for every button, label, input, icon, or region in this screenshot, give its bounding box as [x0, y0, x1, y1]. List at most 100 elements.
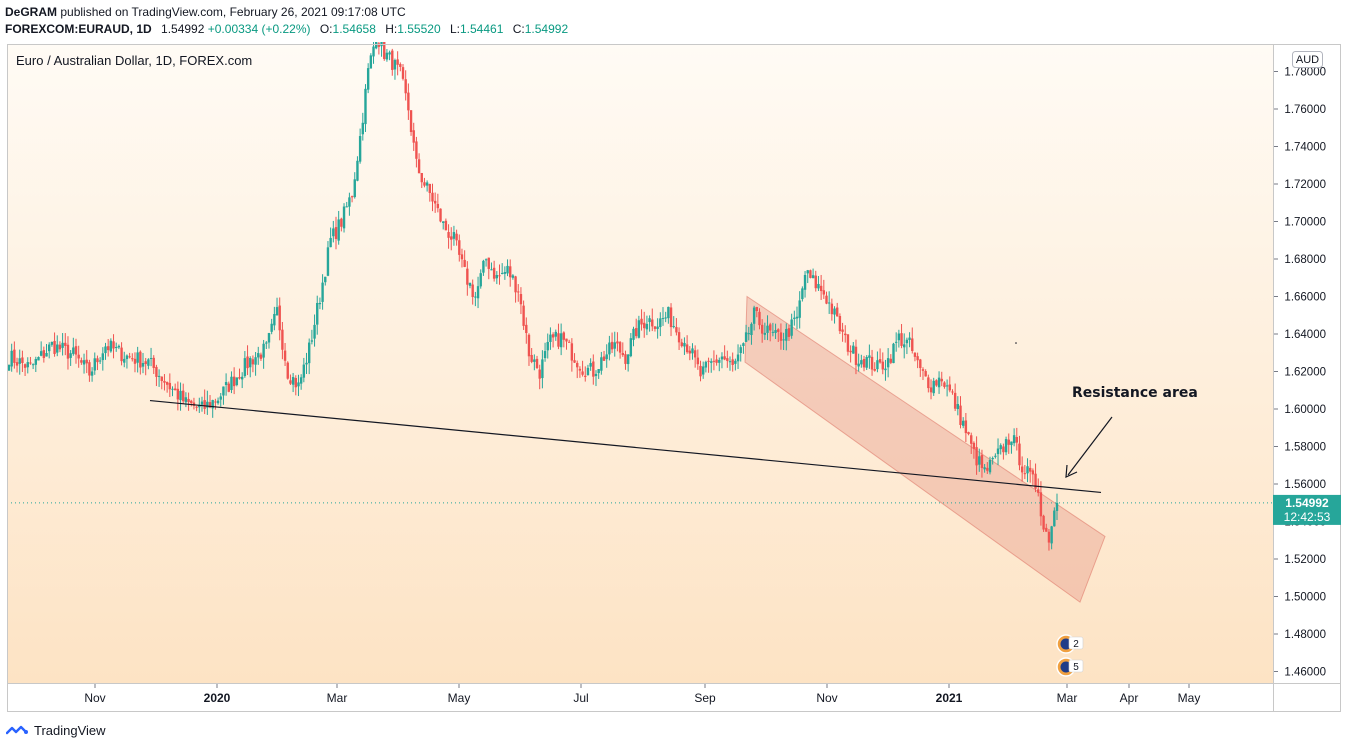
annotation-text[interactable]: Resistance area — [1072, 385, 1198, 401]
candle-down — [870, 349, 874, 376]
candle-body — [774, 330, 777, 333]
candle-body — [21, 357, 24, 363]
candle-down — [165, 381, 169, 393]
candle-body — [340, 218, 343, 227]
symbol-label[interactable]: FOREXCOM:EURAUD, 1D — [5, 22, 152, 36]
candle-body — [785, 328, 788, 341]
candle-body — [458, 240, 461, 255]
candle-body — [61, 342, 64, 348]
candle-up — [1010, 441, 1013, 454]
candle-body — [302, 364, 306, 378]
candle-body — [498, 275, 501, 277]
candle-body — [747, 333, 750, 335]
candle-up — [249, 356, 252, 378]
candle-body — [643, 322, 646, 329]
candle-up — [852, 341, 855, 354]
tradingview-logo[interactable]: TradingView — [6, 723, 106, 738]
candle-body — [251, 359, 255, 365]
candle-up — [594, 370, 598, 387]
candle-up — [254, 352, 257, 376]
candle-up — [897, 329, 901, 348]
candle-body — [433, 200, 437, 204]
candle-body — [836, 307, 839, 317]
low-value: 1.54461 — [460, 22, 504, 36]
candle-up — [656, 318, 659, 339]
candle-up — [222, 386, 225, 405]
candle-up — [1012, 428, 1016, 447]
candle-body — [704, 361, 708, 368]
candle-down — [1037, 478, 1040, 497]
candle-down — [836, 302, 839, 317]
candle-down — [873, 362, 876, 372]
candle-down — [1020, 456, 1024, 482]
candle-down — [340, 217, 343, 232]
candle-body — [101, 353, 105, 361]
candle-body — [640, 318, 643, 325]
price-axis[interactable]: 1.78000 1.76000 1.74000 1.72000 1.70000 1.680… — [1273, 67, 1326, 679]
candle-body — [964, 420, 968, 434]
candle-body — [1010, 441, 1013, 446]
candle-up — [468, 282, 472, 289]
candle-body — [581, 371, 584, 375]
candle-body — [372, 46, 375, 57]
candle-down — [391, 48, 394, 76]
candle-down — [77, 345, 80, 368]
candle-body — [509, 266, 512, 278]
candle-body — [431, 192, 434, 202]
candle-body — [466, 268, 469, 285]
candle-body — [600, 357, 603, 371]
candle-up — [495, 271, 499, 285]
candle-down — [929, 379, 933, 400]
candle-down — [889, 354, 893, 365]
candle-up — [991, 456, 994, 465]
candle-down — [1045, 523, 1048, 532]
x-tick-label: 2020 — [204, 691, 231, 705]
candle-body — [173, 388, 177, 391]
candle-body — [203, 400, 206, 409]
time-axis[interactable]: Nov 2020 Mar May Jul Sep Nov 2021 Mar Apr May — [84, 683, 1200, 705]
candle-down — [916, 352, 919, 369]
candle-body — [970, 435, 973, 444]
candle-down — [715, 354, 718, 366]
candle-body — [409, 110, 413, 132]
candle-body — [23, 364, 27, 368]
candle-down — [927, 374, 930, 393]
candle-body — [886, 358, 890, 368]
candle-body — [291, 377, 295, 385]
candle-down — [455, 229, 458, 246]
drawings[interactable] — [7, 342, 1273, 504]
candle-up — [543, 342, 547, 362]
candle-down — [953, 383, 957, 412]
candle-body — [790, 319, 793, 336]
author-name[interactable]: DeGRAM — [5, 5, 58, 19]
candle-down — [498, 264, 501, 285]
candle-body — [297, 382, 300, 387]
candle-body — [275, 307, 279, 316]
candle-down — [1007, 433, 1010, 454]
candle-up — [267, 332, 271, 349]
candle-up — [734, 358, 737, 371]
candle-body — [1037, 489, 1040, 493]
candle-down — [439, 208, 442, 223]
candle-down — [232, 367, 236, 395]
candle-body — [868, 355, 871, 358]
candle-body — [565, 338, 568, 342]
candle-up — [82, 353, 86, 374]
candle-up — [157, 369, 161, 387]
candle-body — [701, 366, 705, 375]
candle-body — [618, 342, 622, 353]
candle-body — [42, 350, 46, 359]
candle-body — [857, 363, 860, 367]
candle-up — [1053, 507, 1056, 527]
candle-down — [13, 341, 16, 369]
currency-label-box[interactable]: AUD — [1292, 51, 1323, 68]
candle-up — [316, 295, 319, 335]
candle-up — [857, 353, 860, 372]
candle-down — [565, 338, 568, 350]
event-badges[interactable]: 25 — [1056, 634, 1084, 677]
candle-up — [811, 268, 815, 279]
candle-up — [291, 372, 295, 393]
candle-up — [149, 347, 153, 367]
candle-down — [986, 462, 989, 475]
